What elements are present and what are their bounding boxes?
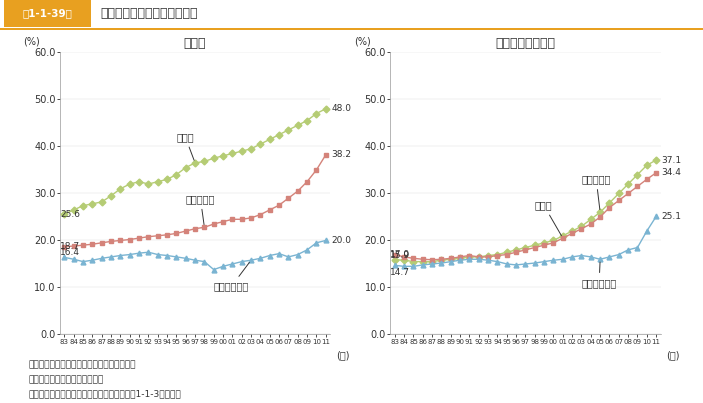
Text: 38.2: 38.2 [331,150,352,159]
Text: 小規模事業者: 小規模事業者 [214,262,250,291]
Title: 製造業: 製造業 [183,37,207,50]
Text: 48.0: 48.0 [331,104,352,113]
Text: 25.6: 25.6 [60,210,80,218]
Text: 17.0: 17.0 [390,250,411,259]
Text: (年): (年) [336,351,349,360]
Text: 18.7: 18.7 [60,242,80,251]
Text: (%): (%) [23,37,40,47]
Text: 中規模企業: 中規模企業 [581,174,611,210]
Text: 第1-1-39図: 第1-1-39図 [22,8,72,19]
Text: 25.1: 25.1 [662,212,682,221]
Bar [0,28,703,30]
Text: (年): (年) [666,351,680,360]
Text: 中規模企業: 中規模企業 [186,194,215,224]
Text: (%): (%) [354,37,370,47]
Text: 大企業: 大企業 [535,200,562,236]
Text: 規模別の自己資本比率の推移: 規模別の自己資本比率の推移 [100,7,198,20]
Text: 資料：財務省『法人企業統計年報』再編加工: 資料：財務省『法人企業統計年報』再編加工 [28,361,136,370]
Bar [4,0,91,27]
Text: ２．　各年の数値については、付注1-1-3を参照。: ２． 各年の数値については、付注1-1-3を参照。 [28,390,181,399]
Text: 34.4: 34.4 [662,168,682,177]
Text: 14.7: 14.7 [390,268,411,277]
Title: 商業・サービス業: 商業・サービス業 [496,37,555,50]
Text: 37.1: 37.1 [662,156,682,164]
Text: （注）　１．　数値は中央値。: （注） １． 数値は中央値。 [28,376,103,384]
Text: 小規模事業者: 小規模事業者 [581,262,617,288]
Text: 大企業: 大企業 [176,132,194,160]
Text: 16.4: 16.4 [60,248,80,258]
Text: 20.0: 20.0 [331,236,352,245]
Text: 15.9: 15.9 [390,251,411,260]
